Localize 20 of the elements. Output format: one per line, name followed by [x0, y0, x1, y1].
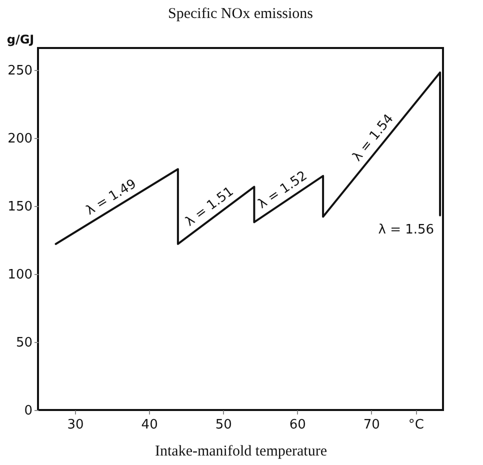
- annotation: λ = 1.49: [84, 176, 140, 219]
- annotation: λ = 1.56: [378, 222, 434, 238]
- x-tick-label: 50: [215, 418, 232, 432]
- x-tick-label: 60: [289, 418, 306, 432]
- x-tick-label: 40: [141, 418, 158, 432]
- x-tick-label: 70: [363, 418, 380, 432]
- x-tick-label: 30: [67, 418, 84, 432]
- x-axis-title: Intake-manifold temperature: [154, 444, 328, 460]
- annotation: λ = 1.52: [255, 168, 310, 212]
- y-tick-label: 50: [16, 335, 32, 350]
- line-series: [54, 71, 442, 245]
- chart-title: Specific NOx emissions: [168, 6, 314, 22]
- y-tick-label: 250: [8, 63, 32, 78]
- x-tick-label: °C: [408, 418, 424, 432]
- y-tick-label: 150: [8, 199, 32, 214]
- y-tick-label: 100: [8, 267, 32, 282]
- y-axis-title: g/GJ: [6, 32, 34, 46]
- annotation: λ = 1.51: [182, 184, 237, 230]
- y-tick-label: 200: [8, 131, 32, 146]
- y-tick-label: 0: [24, 404, 32, 418]
